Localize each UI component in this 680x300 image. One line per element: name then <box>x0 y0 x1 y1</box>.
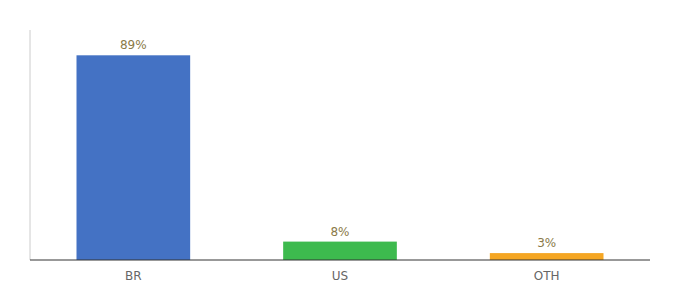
bar <box>283 242 397 260</box>
data-label: 8% <box>330 225 349 239</box>
x-axis-line <box>30 260 650 261</box>
data-label: 3% <box>537 236 556 250</box>
bar <box>490 253 604 260</box>
bar <box>77 55 191 260</box>
x-tick-label: OTH <box>534 269 560 283</box>
data-label: 89% <box>120 38 147 52</box>
y-axis-line <box>30 30 31 260</box>
x-tick-label: BR <box>125 269 142 283</box>
bars <box>77 55 604 260</box>
chart-container: BR US OTH 89% 8% 3% <box>0 0 680 300</box>
x-tick-label: US <box>332 269 348 283</box>
chart-svg: BR US OTH 89% 8% 3% <box>0 0 680 300</box>
